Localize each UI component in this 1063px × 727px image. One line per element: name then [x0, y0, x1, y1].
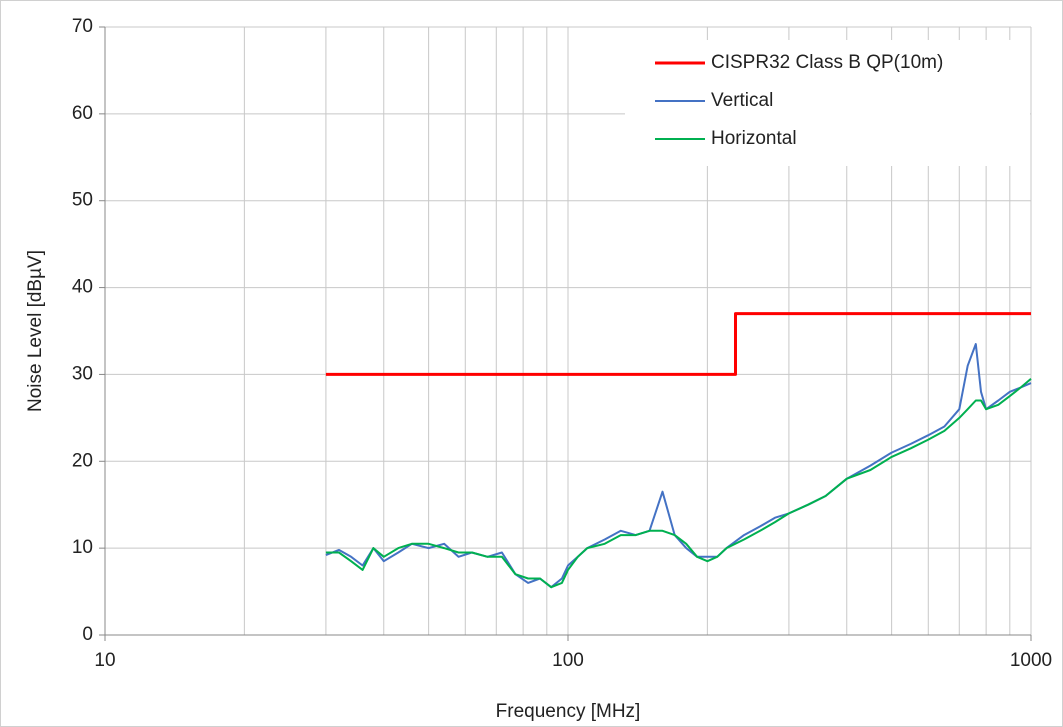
y-tick-label: 20: [72, 450, 93, 471]
y-axis-label: Noise Level [dBµV]: [25, 250, 46, 412]
legend-label: CISPR32 Class B QP(10m): [711, 52, 943, 73]
x-tick-label: 100: [552, 650, 584, 671]
y-tick-label: 0: [82, 624, 93, 645]
x-tick-label: 1000: [1010, 650, 1052, 671]
series-line: [325, 312, 1031, 376]
y-tick-label: 10: [72, 537, 93, 558]
legend-box: [625, 40, 1030, 166]
y-tick-label: 30: [72, 363, 93, 384]
legend-label: Horizontal: [711, 128, 797, 149]
y-tick-label: 70: [72, 16, 93, 37]
y-tick-label: 40: [72, 277, 93, 298]
legend-label: Vertical: [711, 90, 773, 111]
y-tick-label: 50: [72, 190, 93, 211]
series-line: [325, 378, 1032, 589]
series-line: [325, 343, 1032, 589]
y-tick-label: 60: [72, 103, 93, 124]
x-axis-label: Frequency [MHz]: [496, 701, 641, 722]
x-tick-label: 10: [94, 650, 115, 671]
